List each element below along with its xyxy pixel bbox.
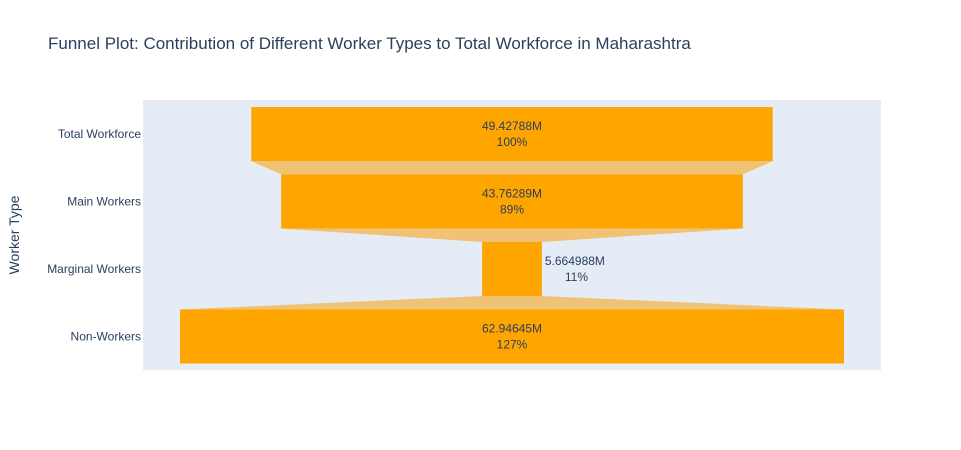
funnel-bars (180, 107, 844, 364)
category-labels: Total Workforce Main Workers Marginal Work… (47, 127, 141, 344)
funnel-connector (180, 296, 844, 310)
percent-label: 11% (565, 270, 588, 284)
category-label: Total Workforce (58, 127, 141, 141)
funnel-bar[interactable] (482, 242, 542, 296)
funnel-bar[interactable] (180, 309, 844, 364)
value-label: 43.76289M (482, 187, 542, 201)
chart-title: Funnel Plot: Contribution of Different W… (48, 34, 691, 53)
category-label: Marginal Workers (47, 262, 141, 276)
value-label: 62.94645M (482, 322, 542, 336)
percent-label: 89% (500, 203, 524, 217)
funnel-bar[interactable] (281, 174, 743, 229)
value-labels: 49.42788M 100% 43.76289M 89% 5.664988M 11% 62.… (482, 119, 605, 352)
funnel-connectors (180, 161, 844, 310)
value-label: 49.42788M (482, 119, 542, 133)
value-label: 5.664988M (545, 254, 605, 268)
funnel-bar[interactable] (251, 107, 773, 161)
category-label: Non-Workers (71, 330, 141, 344)
percent-label: 100% (497, 135, 528, 149)
category-label: Main Workers (67, 195, 141, 209)
funnel-connector (251, 161, 773, 175)
y-axis-title: Worker Type (6, 195, 22, 274)
funnel-connector (281, 228, 743, 242)
percent-label: 127% (497, 338, 528, 352)
